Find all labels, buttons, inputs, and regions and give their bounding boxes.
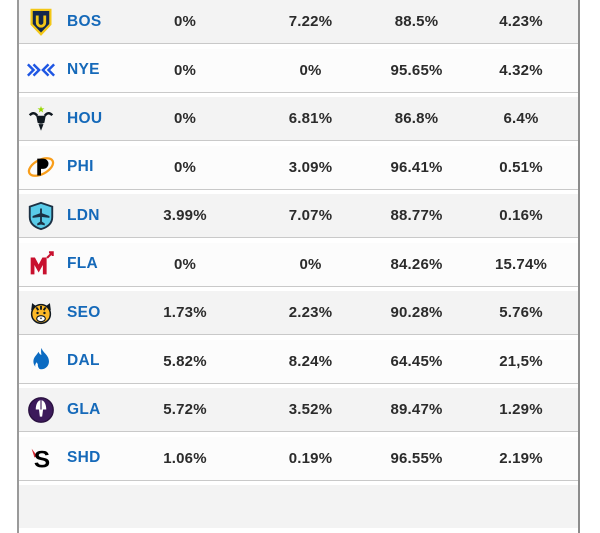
stat-value: 0.19% [288, 449, 333, 467]
stat-value: 5.72% [163, 401, 207, 418]
stat-value: 1.29% [499, 401, 543, 418]
svg-text:S: S [34, 446, 50, 473]
stat-value: 2.19% [499, 449, 543, 467]
table-row-gla: GLA 5.72% 3.52% 89.47% 1.29% [19, 388, 578, 432]
team-cell: S SHD [19, 437, 114, 480]
stat-value: 21,5% [499, 352, 543, 370]
table-row-nye: NYE 0% 0% 95.65% 4.32% [19, 48, 578, 93]
london-spitfire-shield-icon [26, 201, 56, 231]
table-row-phi: PHI 0% 3.09% 96.41% 0.51% [19, 145, 578, 190]
team-cell: LDN [19, 194, 114, 237]
stat-value: 0.16% [499, 207, 543, 224]
stat-value: 64.45% [390, 352, 443, 370]
stat-value: 0% [173, 13, 197, 30]
stat-value: 15.74% [494, 255, 548, 273]
florida-mayhem-m-icon [26, 249, 56, 279]
team-cell: SEO [19, 291, 114, 334]
stat-value: 0% [299, 255, 322, 273]
stat-value: 8.24% [288, 352, 333, 370]
stat-value: 95.65% [390, 61, 443, 79]
team-link-seo[interactable]: SEO [67, 303, 101, 321]
stat-value: 3.52% [288, 401, 333, 418]
team-cell: PHI [19, 146, 114, 189]
la-gladiators-helmet-icon [26, 395, 56, 425]
stat-value: 4.23% [499, 13, 543, 30]
team-cell: HOU [19, 97, 114, 140]
philadelphia-fusion-atom-icon [26, 152, 56, 182]
table-row-partial [19, 485, 578, 528]
team-link-shd[interactable]: SHD [67, 449, 101, 466]
houston-outlaws-skull-icon [26, 104, 56, 134]
stat-value: 0.51% [499, 158, 543, 176]
team-cell: BOS [19, 0, 114, 43]
shanghai-dragons-s-icon: S [26, 443, 56, 473]
stat-value: 5.76% [499, 304, 543, 321]
new-york-excelsior-icon [26, 55, 56, 85]
team-stats-table: BOS 0% 7.22% 88.5% 4.23% NYE 0% 0% 95.65… [17, 0, 580, 533]
stat-value: 0% [299, 61, 322, 79]
stat-value: 86.8% [394, 110, 439, 127]
stat-value: 0% [173, 255, 197, 273]
team-cell: NYE [19, 49, 114, 92]
team-link-nye[interactable]: NYE [67, 61, 100, 78]
team-link-dal[interactable]: DAL [67, 352, 100, 369]
stat-value: 89.47% [390, 401, 443, 418]
seoul-dynasty-tiger-icon [26, 298, 56, 328]
stat-value: 0% [173, 61, 197, 79]
table-row-fla: FLA 0% 0% 84.26% 15.74% [19, 242, 578, 287]
stat-value: 6.81% [288, 110, 333, 127]
dallas-fuel-flame-icon [26, 346, 56, 376]
stat-value: 84.26% [390, 255, 443, 273]
stat-value: 3.99% [163, 207, 207, 224]
stat-value: 7.22% [288, 13, 333, 30]
stat-value: 90.28% [390, 304, 443, 321]
stat-value: 0% [173, 110, 197, 127]
table-row-hou: HOU 0% 6.81% 86.8% 6.4% [19, 97, 578, 141]
team-link-gla[interactable]: GLA [67, 400, 101, 418]
team-link-fla[interactable]: FLA [67, 255, 99, 272]
team-cell: DAL [19, 340, 114, 383]
table-row-dal: DAL 5.82% 8.24% 64.45% 21,5% [19, 339, 578, 384]
table-row-shd: S SHD 1.06% 0.19% 96.55% 2.19% [19, 436, 578, 481]
stat-value: 88.5% [394, 13, 439, 30]
stat-value: 96.41% [390, 158, 443, 176]
team-cell: FLA [19, 243, 114, 286]
stat-value: 3.09% [288, 158, 333, 176]
stat-value: 2.23% [288, 304, 333, 321]
stat-value: 1.06% [163, 449, 207, 467]
team-link-ldn[interactable]: LDN [67, 206, 100, 224]
team-link-phi[interactable]: PHI [67, 158, 94, 175]
stat-value: 7.07% [288, 207, 333, 224]
stat-value: 0% [173, 158, 197, 176]
team-link-hou[interactable]: HOU [67, 109, 103, 127]
boston-uprising-shield-icon [26, 7, 56, 37]
stat-value: 96.55% [390, 449, 443, 467]
stat-value: 88.77% [390, 207, 443, 224]
table-row-bos: BOS 0% 7.22% 88.5% 4.23% [19, 0, 578, 44]
stat-value: 1.73% [163, 304, 207, 321]
stat-value: 5.82% [163, 352, 207, 370]
table-row-seo: SEO 1.73% 2.23% 90.28% 5.76% [19, 291, 578, 335]
team-link-bos[interactable]: BOS [67, 12, 102, 30]
team-cell: GLA [19, 388, 114, 431]
stat-value: 4.32% [499, 61, 543, 79]
stat-value: 6.4% [503, 110, 539, 127]
table-row-ldn: LDN 3.99% 7.07% 88.77% 0.16% [19, 194, 578, 238]
